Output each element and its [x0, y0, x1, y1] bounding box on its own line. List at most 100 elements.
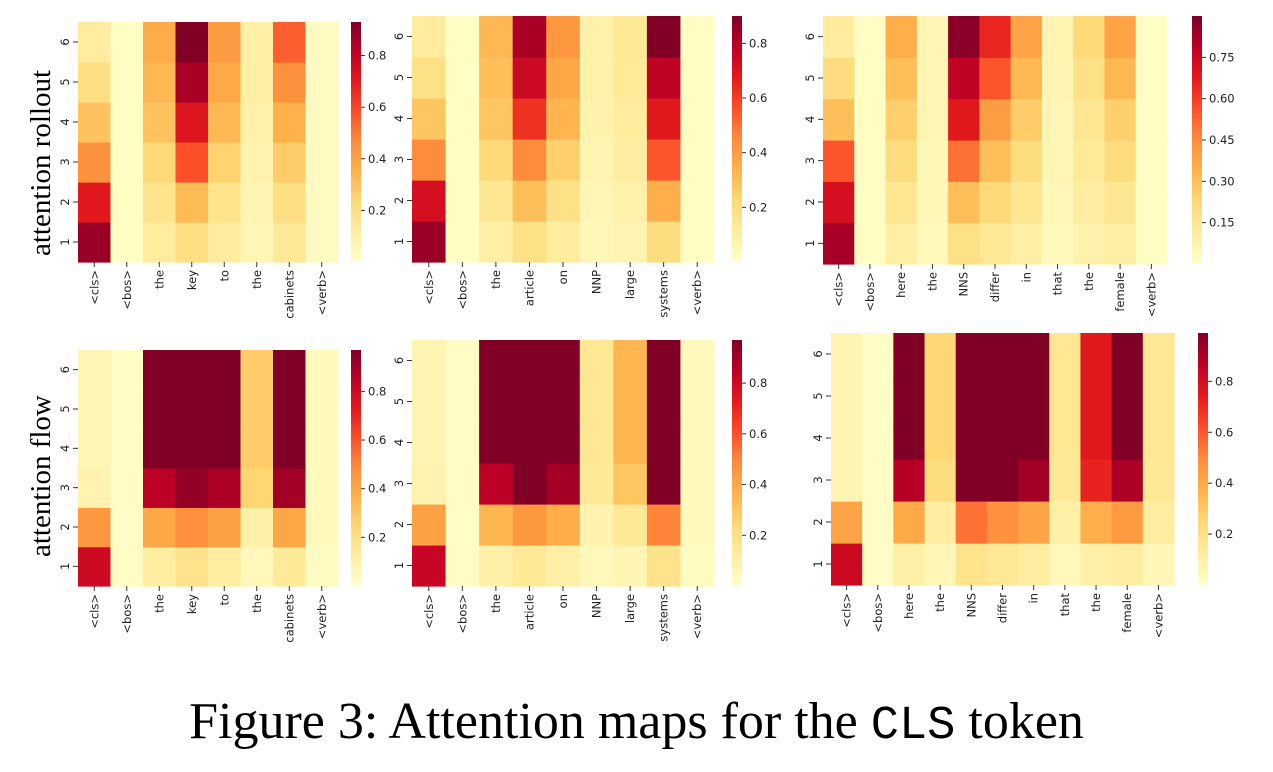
- heatmap-cell: [445, 98, 480, 140]
- heatmap-cell: [1018, 375, 1050, 418]
- row-label-attention-rollout: attention rollout: [25, 70, 57, 256]
- heatmap-cell: [854, 57, 887, 100]
- heatmap-panel-3: 1 2 3 4 5 6 <cls> <bos> here the NNS differ in that th…: [803, 16, 1235, 317]
- heatmap-cell: [546, 422, 581, 464]
- heatmap-cell: [512, 221, 547, 263]
- heatmap-cell: [1080, 543, 1113, 586]
- y-tick-label: 5: [58, 78, 72, 85]
- heatmap-cell: [613, 545, 648, 587]
- heatmap-cell: [445, 139, 480, 181]
- y-tick-label: 1: [811, 560, 825, 567]
- x-tick-label: the: [489, 270, 503, 289]
- heatmap-cell: [613, 16, 648, 58]
- heatmap-cell: [979, 98, 1012, 141]
- x-tick-label: the: [250, 270, 264, 289]
- heatmap-cell: [1080, 333, 1113, 376]
- heatmap-cell: [613, 504, 648, 546]
- x-tick-label: in: [1019, 272, 1033, 282]
- heatmap-cell: [1111, 543, 1144, 586]
- heatmap-cell: [412, 422, 447, 464]
- heatmap-cell: [680, 16, 715, 58]
- heatmap-cell: [175, 222, 209, 263]
- heatmap-cell: [305, 182, 339, 223]
- x-tick-label: <bos>: [455, 594, 469, 634]
- heatmap-cell: [512, 504, 547, 546]
- heatmap-cell: [948, 181, 980, 224]
- heatmap-cell: [646, 463, 682, 505]
- x-tick-label: cabinets: [282, 270, 296, 319]
- heatmap-cell: [78, 102, 112, 143]
- heatmap-cell: [175, 182, 209, 223]
- heatmap-cell: [479, 381, 514, 423]
- x-tick-label: <verb>: [1151, 593, 1165, 638]
- heatmap-cell: [646, 98, 682, 140]
- x-tick-label: that: [1058, 593, 1072, 617]
- heatmap-cell: [412, 98, 447, 140]
- heatmap-cell: [1018, 501, 1050, 544]
- heatmap-cell: [1073, 98, 1106, 141]
- heatmap-cell: [1142, 501, 1175, 544]
- heatmap-cell: [823, 140, 855, 182]
- x-tick-label: differ: [988, 272, 1002, 302]
- heatmap-cell: [1135, 16, 1168, 58]
- heatmap-cell: [831, 333, 863, 376]
- colorbar-tick-label: 0.6: [368, 433, 386, 447]
- heatmap-cell: [579, 545, 614, 587]
- heatmap-cell: [240, 389, 274, 430]
- heatmap-cell: [78, 22, 112, 63]
- heatmap-cell: [854, 222, 887, 265]
- y-tick-label: 6: [392, 357, 406, 364]
- x-tick-label: <verb>: [315, 270, 329, 315]
- heatmap-cell: [305, 142, 339, 183]
- heatmap-cell: [1111, 333, 1144, 376]
- heatmap-cell: [948, 98, 980, 141]
- heatmap-cell: [110, 389, 144, 430]
- y-tick-label: 4: [811, 434, 825, 441]
- heatmap-cell: [110, 468, 144, 508]
- heatmap-cell: [916, 57, 949, 100]
- x-tick-label: on: [556, 594, 570, 608]
- heatmap-cell: [208, 22, 242, 63]
- x-tick-label: NNS: [957, 272, 971, 297]
- heatmap-panel-5: 1 2 3 4 5 6 <cls> <bos> the article on NNP large syst…: [392, 340, 767, 642]
- heatmap-cell: [823, 222, 855, 265]
- heatmap-cell: [862, 417, 894, 460]
- colorbar-tick-label: 0.8: [368, 384, 386, 398]
- heatmap-cell: [240, 182, 274, 223]
- y-tick-label: 3: [58, 158, 72, 165]
- heatmap-panel-2: 1 2 3 4 5 6 <cls> <bos> the article on NNP large syst…: [392, 16, 767, 318]
- colorbar-tick-label: 0.4: [368, 482, 386, 496]
- x-tick-label: systems: [657, 594, 671, 642]
- heatmap-cell: [143, 507, 177, 548]
- heatmap-cell: [512, 16, 547, 58]
- heatmap-cell: [175, 428, 209, 469]
- x-tick-label: <verb>: [315, 594, 329, 639]
- heatmap-cell: [1049, 333, 1082, 376]
- heatmap-cell: [1135, 222, 1168, 265]
- heatmap-cell: [893, 333, 926, 376]
- x-tick-label: to: [217, 270, 231, 282]
- heatmap-cell: [546, 139, 581, 181]
- heatmap-cell: [479, 180, 514, 222]
- x-tick-label: <cls>: [87, 270, 101, 305]
- colorbar-tick-label: 0.2: [749, 528, 767, 542]
- heatmap-cell: [110, 142, 144, 183]
- heatmap-cell: [412, 463, 447, 505]
- heatmap-cell: [546, 504, 581, 546]
- heatmap-cell: [948, 140, 980, 182]
- x-tick-label: <verb>: [690, 594, 704, 639]
- heatmap-cell: [273, 350, 307, 390]
- heatmap-cell: [948, 57, 980, 100]
- x-tick-label: large: [623, 270, 637, 299]
- colorbar-tick-label: 0.8: [1215, 374, 1233, 388]
- heatmap-cell: [546, 340, 581, 382]
- y-tick-label: 3: [392, 156, 406, 163]
- heatmap-cell: [979, 16, 1012, 58]
- heatmap-cell: [885, 222, 918, 265]
- heatmap-cell: [412, 545, 447, 587]
- heatmap-cell: [916, 16, 949, 58]
- y-tick-label: 6: [811, 350, 825, 357]
- heatmap-cell: [680, 57, 715, 99]
- heatmap-cell: [78, 182, 112, 223]
- x-tick-label: key: [185, 270, 199, 290]
